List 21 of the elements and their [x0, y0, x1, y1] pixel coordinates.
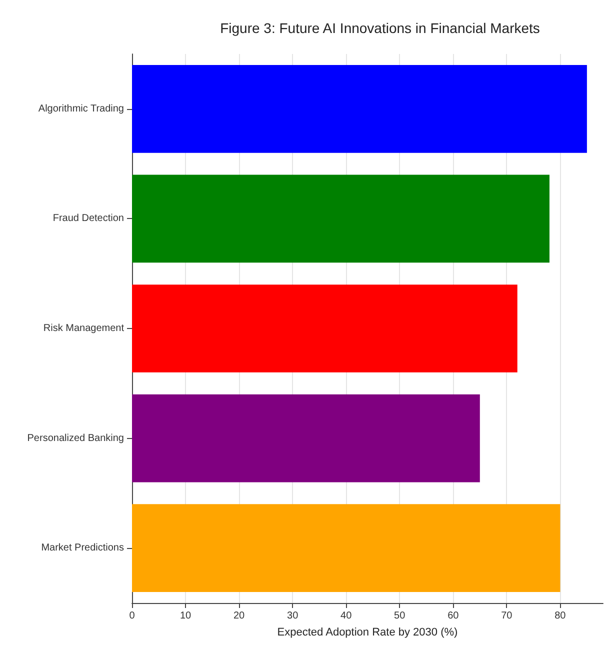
- bar: [132, 174, 550, 263]
- bar: [132, 394, 480, 482]
- x-tick-label: 20: [233, 610, 246, 622]
- x-axis-title: Expected Adoption Rate by 2030 (%): [277, 626, 458, 638]
- x-tick-label: 40: [340, 610, 352, 622]
- y-tick-label: Market Predictions: [41, 542, 124, 554]
- x-tick-label: 30: [287, 610, 299, 622]
- chart-title: Figure 3: Future AI Innovations in Financial Markets: [220, 20, 540, 36]
- bar: [132, 284, 518, 372]
- x-tick-label: 70: [501, 610, 513, 622]
- x-tick-label: 60: [448, 610, 460, 622]
- y-tick-label: Fraud Detection: [52, 213, 124, 224]
- x-tick-label: 0: [129, 610, 136, 622]
- x-tick-label: 80: [554, 610, 566, 622]
- x-tick-label: 50: [394, 610, 406, 622]
- y-tick-label: Algorithmic Trading: [38, 103, 124, 114]
- y-tick-label: Personalized Banking: [27, 432, 124, 444]
- bar: [132, 504, 560, 592]
- y-tick-label: Risk Management: [43, 323, 124, 334]
- bar: [132, 64, 587, 153]
- x-tick-label: 10: [180, 610, 192, 622]
